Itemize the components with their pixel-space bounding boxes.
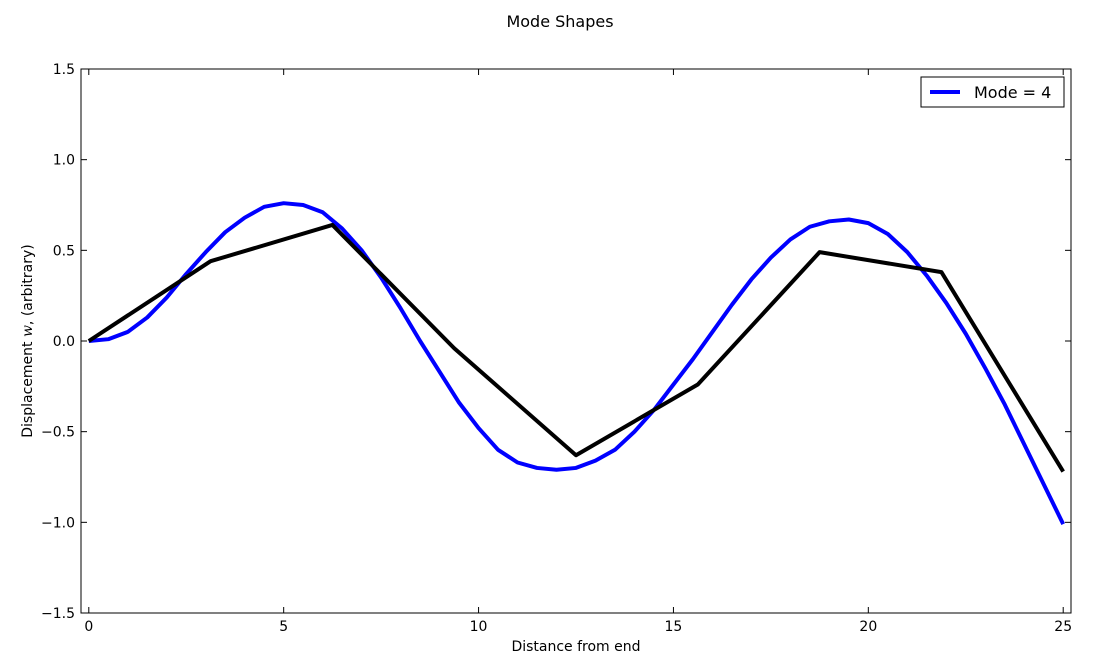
y-tick-label: −0.5 xyxy=(41,425,75,441)
y-axis-label-variable: w xyxy=(20,325,36,337)
y-tick-label: 0.5 xyxy=(53,243,75,259)
y-axis-label: Displacement w, (arbitrary) xyxy=(20,244,36,438)
series-line-approximation xyxy=(87,222,1065,473)
x-axis-label: Distance from end xyxy=(511,639,640,655)
series-layer xyxy=(87,201,1065,526)
y-tick-label: 1.0 xyxy=(53,153,75,169)
y-tick-label: 0.0 xyxy=(53,334,75,350)
x-tick-label: 20 xyxy=(859,619,877,635)
plot-area xyxy=(81,69,1071,613)
y-axis-label-suffix: , (arbitrary) xyxy=(20,244,36,325)
x-tick-label: 5 xyxy=(279,619,288,635)
series-line-mode-4 xyxy=(88,201,1065,526)
x-tick-label: 10 xyxy=(470,619,488,635)
y-tick-label: −1.0 xyxy=(41,515,75,531)
legend: Mode = 4 xyxy=(920,76,1065,108)
y-tick-label: −1.5 xyxy=(41,606,75,622)
y-axis-label-prefix: Displacement xyxy=(20,337,36,438)
y-tick-label: 1.5 xyxy=(53,62,75,78)
legend-entry-mode-4: Mode = 4 xyxy=(974,83,1051,102)
chart-title: Mode Shapes xyxy=(506,12,613,31)
ticks-layer: 0 5 10 15 20 25 −1.5 −1.0 −0.5 0.0 0.5 1.0 1.5 xyxy=(41,62,1072,635)
x-tick-label: 15 xyxy=(665,619,683,635)
x-tick-label: 0 xyxy=(84,619,93,635)
x-tick-label: 25 xyxy=(1054,619,1072,635)
